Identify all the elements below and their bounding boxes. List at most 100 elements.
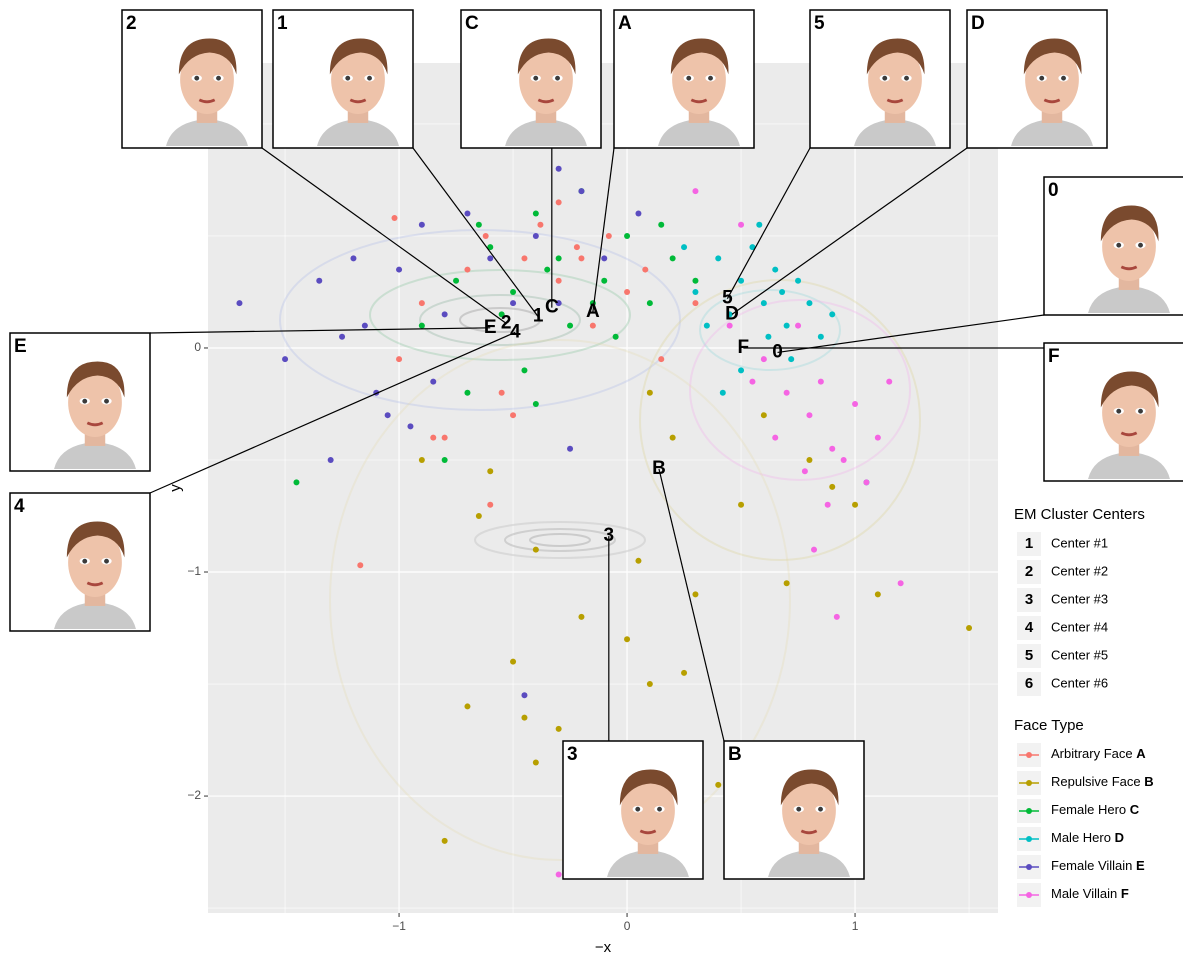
point xyxy=(806,457,812,463)
face-box-label: 1 xyxy=(277,13,288,34)
point xyxy=(795,278,801,284)
legend-label: Female Villain E xyxy=(1051,858,1145,873)
point xyxy=(704,323,710,329)
point xyxy=(898,580,904,586)
point xyxy=(829,484,835,490)
x-tick-label: −1 xyxy=(392,919,406,933)
legend-key-label: 4 xyxy=(1025,619,1034,636)
legend-label: Center #3 xyxy=(1051,591,1108,606)
point xyxy=(692,300,698,306)
point xyxy=(590,323,596,329)
point xyxy=(442,838,448,844)
legend-label: Repulsive Face B xyxy=(1051,774,1154,789)
point xyxy=(806,412,812,418)
point xyxy=(357,562,363,568)
legend-letter: F xyxy=(1121,886,1129,901)
point xyxy=(487,502,493,508)
legend-label: Male Hero D xyxy=(1051,830,1124,845)
legend-key-label: 5 xyxy=(1025,647,1033,664)
face-box-label: 2 xyxy=(126,13,137,34)
point xyxy=(483,233,489,239)
point xyxy=(811,547,817,553)
point xyxy=(419,457,425,463)
point xyxy=(749,379,755,385)
face-box-label: F xyxy=(1048,346,1060,367)
point xyxy=(556,871,562,877)
point xyxy=(784,390,790,396)
point xyxy=(624,233,630,239)
point xyxy=(681,244,687,250)
point xyxy=(756,222,762,228)
point xyxy=(761,356,767,362)
point xyxy=(556,255,562,261)
point xyxy=(779,289,785,295)
point xyxy=(681,670,687,676)
legend-letter: E xyxy=(1136,858,1145,873)
point xyxy=(772,435,778,441)
point xyxy=(442,435,448,441)
point xyxy=(624,289,630,295)
point xyxy=(647,300,653,306)
legend-name: Arbitrary Face xyxy=(1051,746,1133,761)
point xyxy=(761,412,767,418)
point xyxy=(487,255,493,261)
point xyxy=(533,211,539,217)
point xyxy=(567,323,573,329)
point xyxy=(510,412,516,418)
legend-key-label: 6 xyxy=(1025,675,1033,692)
point xyxy=(521,255,527,261)
face-box-label: D xyxy=(971,13,985,34)
legend-key-label: 3 xyxy=(1025,591,1033,608)
cluster-label: D xyxy=(725,303,739,324)
point xyxy=(966,625,972,631)
point xyxy=(430,435,436,441)
point xyxy=(407,423,413,429)
point xyxy=(601,278,607,284)
point xyxy=(784,323,790,329)
point xyxy=(738,367,744,373)
point xyxy=(533,401,539,407)
legend-label: Arbitrary Face A xyxy=(1051,746,1146,761)
point xyxy=(487,468,493,474)
point xyxy=(396,267,402,273)
point xyxy=(784,580,790,586)
point xyxy=(658,222,664,228)
point xyxy=(606,233,612,239)
point xyxy=(391,215,397,221)
point xyxy=(544,267,550,273)
cluster-label: 0 xyxy=(772,341,783,362)
legend-name: Female Hero xyxy=(1051,802,1126,817)
point xyxy=(385,412,391,418)
legend-swatch xyxy=(1026,864,1032,870)
legend-key-label: 1 xyxy=(1025,535,1033,552)
point xyxy=(464,703,470,709)
legend-name: Repulsive Face xyxy=(1051,774,1141,789)
point xyxy=(537,222,543,228)
point xyxy=(613,334,619,340)
legend-label: Center #1 xyxy=(1051,535,1108,550)
point xyxy=(293,479,299,485)
point xyxy=(339,334,345,340)
face-box-label: A xyxy=(618,13,632,34)
point xyxy=(567,446,573,452)
x-tick-label: 1 xyxy=(852,919,859,933)
cluster-label: C xyxy=(545,297,559,318)
point xyxy=(533,547,539,553)
chart: 21CA5D0FE43B21CA5D0FE43B −x y EM Cluster… xyxy=(0,0,1183,959)
point xyxy=(578,614,584,620)
legend-swatch xyxy=(1026,836,1032,842)
point xyxy=(818,379,824,385)
point xyxy=(574,244,580,250)
point xyxy=(556,199,562,205)
point xyxy=(788,356,794,362)
x-axis-title: −x xyxy=(595,939,612,956)
legend-swatch xyxy=(1026,892,1032,898)
legend-swatch xyxy=(1026,808,1032,814)
point xyxy=(476,222,482,228)
legend-name: Male Villain xyxy=(1051,886,1117,901)
point xyxy=(852,502,858,508)
x-tick-label: 0 xyxy=(624,919,631,933)
point xyxy=(521,715,527,721)
point xyxy=(521,367,527,373)
point xyxy=(738,222,744,228)
